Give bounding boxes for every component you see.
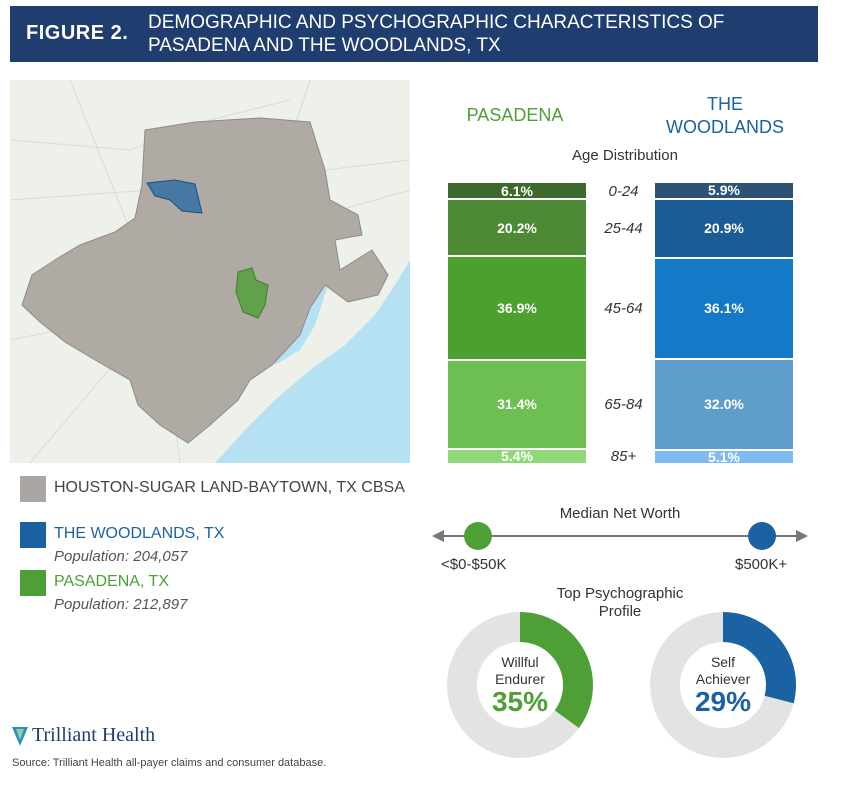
- net-worth-point-woodlands: [748, 522, 776, 550]
- age-bar-woodlands-65-84: 32.0%: [655, 360, 793, 449]
- net-worth-title: Median Net Worth: [559, 505, 681, 522]
- pasadena-heading: PASADENA: [466, 105, 564, 125]
- donut-label-pasadena-line1: Willful: [501, 654, 539, 670]
- woodlands-label: THE WOODLANDS, TX: [54, 525, 225, 542]
- figure-header: FIGURE 2. DEMOGRAPHIC AND PSYCHOGRAPHIC …: [10, 6, 818, 62]
- age-bar-woodlands-25-44: 20.9%: [655, 199, 793, 257]
- age-category-label: 85+: [610, 448, 637, 466]
- pasadena-population: Population: 212,897: [54, 596, 188, 613]
- trilliant-leaf-icon: [12, 727, 28, 746]
- donut-label-woodlands-line1: Self: [710, 654, 736, 670]
- woodlands-heading-text: THE WOODLANDS: [665, 94, 784, 137]
- net-worth-low-label: <$0-$50K: [441, 556, 507, 573]
- pasadena-region: [235, 267, 269, 319]
- pasadena-label: PASADENA, TX: [54, 573, 169, 590]
- age-bar-woodlands-85+: 5.1%: [655, 449, 793, 465]
- net-worth-scale: [432, 522, 808, 550]
- donut-label-pasadena: Willful Endurer: [480, 654, 560, 688]
- trilliant-logo: Trilliant Health: [10, 724, 155, 753]
- age-distribution-title: Age Distribution: [572, 147, 678, 164]
- age-bar-woodlands-0-24: 5.9%: [655, 182, 793, 198]
- donut-label-woodlands: Self Achiever: [683, 654, 763, 688]
- psychographic-title: Top Psychographic Profile: [556, 585, 684, 620]
- figure-title: DEMOGRAPHIC AND PSYCHOGRAPHIC CHARACTERI…: [148, 12, 725, 56]
- age-category-label: 0-24: [608, 182, 639, 200]
- donut-label-woodlands-line2: Achiever: [695, 671, 751, 687]
- cbsa-label: HOUSTON-SUGAR LAND-BAYTOWN, TX CBSA: [54, 479, 405, 496]
- arrow-right-icon: [796, 530, 808, 542]
- cbsa-region: [21, 117, 389, 444]
- source-note: Source: Trilliant Health all-payer claim…: [12, 757, 327, 769]
- woodlands-swatch: [20, 522, 46, 548]
- age-category-label: 25-44: [604, 219, 643, 237]
- gulf-water: [215, 260, 410, 463]
- age-bar-pasadena-65-84: 31.4%: [448, 361, 586, 448]
- donut-value-woodlands: 29%: [694, 686, 752, 717]
- woodlands-region: [146, 179, 203, 214]
- age-category-label: 45-64: [604, 300, 643, 318]
- pasadena-swatch: [20, 570, 46, 596]
- age-bar-pasadena-25-44: 20.2%: [448, 200, 586, 256]
- donut-label-pasadena-line2: Endurer: [495, 671, 545, 687]
- houston-map: [10, 80, 410, 463]
- age-bar-pasadena-85+: 5.4%: [448, 448, 586, 464]
- age-bar-woodlands-45-64: 36.1%: [655, 258, 793, 359]
- cbsa-swatch: [20, 476, 46, 502]
- logo-text: Trilliant Health: [32, 724, 156, 746]
- donut-pasadena: [447, 612, 593, 758]
- woodlands-heading: THE WOODLANDS: [660, 93, 790, 139]
- net-worth-high-label: $500K+: [735, 556, 788, 573]
- age-category-label: 65-84: [604, 396, 643, 414]
- figure-label: FIGURE 2.: [26, 22, 129, 44]
- age-bar-pasadena-0-24: 6.1%: [448, 183, 586, 199]
- map: [10, 80, 410, 463]
- donut-woodlands: [650, 612, 796, 758]
- arrow-left-icon: [432, 530, 444, 542]
- woodlands-population: Population: 204,057: [54, 548, 188, 565]
- net-worth-point-pasadena: [464, 522, 492, 550]
- donut-value-pasadena: 35%: [491, 686, 549, 717]
- donut-arc-woodlands: [650, 612, 796, 758]
- donut-arc-pasadena: [447, 612, 593, 758]
- age-bar-pasadena-45-64: 36.9%: [448, 257, 586, 360]
